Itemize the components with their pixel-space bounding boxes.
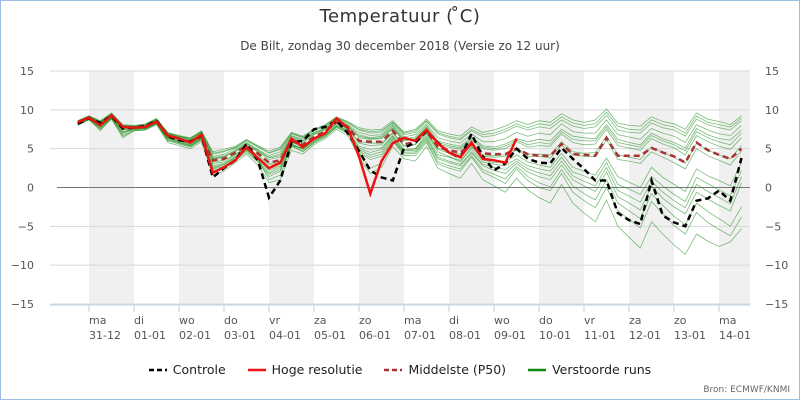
x-tick-day: ma xyxy=(89,314,106,327)
chart-subtitle: De Bilt, zondag 30 december 2018 (Versie… xyxy=(240,39,560,53)
ensemble-member-line xyxy=(77,117,742,209)
x-tick-date: 12-01 xyxy=(629,329,661,342)
source-credit: Bron: ECMWF/KNMI xyxy=(703,385,790,395)
y-tick-label-left: 5 xyxy=(27,143,34,156)
legend-item-verstoorde[interactable]: Verstoorde runs xyxy=(528,362,651,377)
legend-swatch-controle xyxy=(148,368,167,371)
ensemble-member-line xyxy=(77,113,742,157)
x-tick-day: zo xyxy=(674,314,687,327)
y-tick-label-left: −5 xyxy=(18,220,34,233)
x-tick-day: za xyxy=(629,314,642,327)
x-tick-date: 06-01 xyxy=(359,329,391,342)
x-tick-day: za xyxy=(314,314,327,327)
x-tick-date: 02-01 xyxy=(179,329,211,342)
x-tick-date: 04-01 xyxy=(269,329,301,342)
x-tick-day: vr xyxy=(269,314,281,327)
ensemble-member-line xyxy=(77,115,742,192)
legend-swatch-middelste xyxy=(384,368,403,371)
ensemble-member-line xyxy=(77,117,742,255)
x-tick-day: do xyxy=(224,314,238,327)
x-tick-date: 10-01 xyxy=(539,329,571,342)
y-tick-label-right: −15 xyxy=(765,298,788,311)
legend-label-middelste: Middelste (P50) xyxy=(408,362,507,377)
legend-label-controle: Controle xyxy=(172,362,226,377)
x-tick-date: 01-01 xyxy=(134,329,166,342)
ensemble-member-line xyxy=(77,117,742,227)
legend-swatch-hoge-resolutie xyxy=(247,368,266,371)
y-tick-label-right: 0 xyxy=(765,182,772,195)
x-tick-date: 08-01 xyxy=(449,329,481,342)
x-tick-date: 31-12 xyxy=(89,329,121,342)
x-tick-date: 05-01 xyxy=(314,329,346,342)
legend-item-hoge-resolutie[interactable]: Hoge resolutie xyxy=(247,362,363,377)
x-tick-day: do xyxy=(539,314,553,327)
x-tick-date: 14-01 xyxy=(719,329,751,342)
high-res-line xyxy=(77,113,518,198)
legend-swatch-verstoorde xyxy=(528,368,547,371)
y-tick-label-right: 15 xyxy=(765,65,779,78)
legend-label-verstoorde: Verstoorde runs xyxy=(552,362,652,377)
x-tick-date: 03-01 xyxy=(224,329,256,342)
x-tick-date: 07-01 xyxy=(404,329,436,342)
y-tick-label-left: −15 xyxy=(11,298,34,311)
x-tick-day: di xyxy=(134,314,144,327)
legend-label-hoge-resolutie: Hoge resolutie xyxy=(271,362,363,377)
legend: Controle Hoge resolutie Middelste (P50) … xyxy=(0,362,800,377)
ensemble-member-line xyxy=(77,117,742,203)
x-tick-date: 09-01 xyxy=(494,329,526,342)
y-tick-label-right: 10 xyxy=(765,104,779,117)
ensemble-member-line xyxy=(77,111,742,154)
x-tick-day: wo xyxy=(179,314,195,327)
y-tick-label-right: −5 xyxy=(765,220,781,233)
ensemble-member-line xyxy=(77,108,742,153)
x-tick-date: 11-01 xyxy=(584,329,616,342)
x-tick-day: wo xyxy=(494,314,510,327)
chart-title: Temperatuur ( ̊C) xyxy=(319,6,481,27)
ensemble-member-line xyxy=(77,118,742,237)
x-tick-day: vr xyxy=(584,314,596,327)
x-tick-day: ma xyxy=(404,314,421,327)
y-tick-label-left: −10 xyxy=(11,259,34,272)
legend-item-controle[interactable]: Controle xyxy=(148,362,226,377)
x-tick-date: 13-01 xyxy=(674,329,706,342)
y-tick-label-right: 5 xyxy=(765,143,772,156)
median-line xyxy=(77,114,743,165)
y-tick-label-left: 10 xyxy=(20,104,34,117)
y-tick-label-right: −10 xyxy=(765,259,788,272)
x-tick-day: zo xyxy=(359,314,372,327)
y-tick-label-left: 0 xyxy=(27,182,34,195)
y-tick-label-left: 15 xyxy=(20,65,34,78)
x-tick-day: ma xyxy=(719,314,736,327)
x-tick-day: di xyxy=(449,314,459,327)
legend-item-middelste[interactable]: Middelste (P50) xyxy=(384,362,506,377)
